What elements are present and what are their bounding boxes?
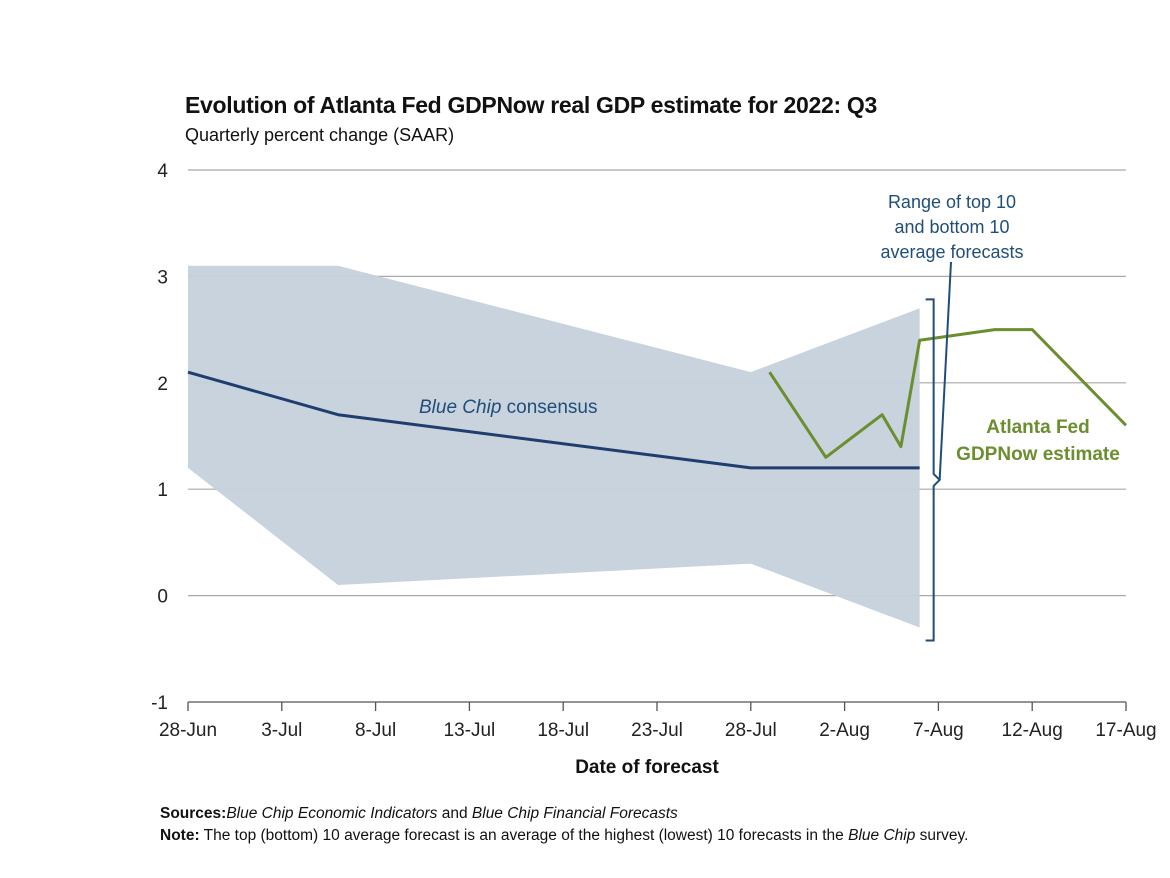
blue-chip-label-rest: consensus [501,397,597,418]
x-tick-label: 18-Jul [537,720,589,741]
note-end: survey. [915,827,969,844]
sources-line: Sources:Blue Chip Economic Indicators an… [160,803,968,825]
note-italic: Blue Chip [848,827,916,844]
chart-subtitle: Quarterly percent change (SAAR) [185,125,455,145]
x-axis-label: Date of forecast [575,757,719,778]
x-tick-label: 13-Jul [444,720,496,741]
x-tick-label: 28-Jun [159,720,217,741]
y-tick-label: 1 [157,480,168,501]
sources-title-1: Blue Chip Economic Indicators [226,805,438,822]
range-label-line: Range of top 10 [888,192,1016,212]
y-tick-label: 0 [157,587,168,608]
series-line-blue-chip [187,370,920,470]
x-tick-label: 12-Aug [1002,720,1063,741]
range-bracket [925,298,942,642]
range-label-line: average forecasts [880,242,1023,262]
gdpnow-label-line: Atlanta Fed [986,417,1089,438]
y-tick-label: 4 [157,161,168,182]
blue-chip-label: Blue Chip consensus [419,397,598,418]
sources-title-2: Blue Chip Financial Forecasts [471,805,678,822]
range-leader-line [938,261,952,480]
chart-title: Evolution of Atlanta Fed GDPNow real GDP… [185,92,877,118]
range-band [188,265,920,628]
y-tick-label: 2 [157,374,168,395]
y-tick-label: -1 [151,693,168,714]
x-tick-label: 8-Jul [355,720,396,741]
x-tick-label: 2-Aug [819,720,870,741]
y-tick-label: 3 [157,267,168,288]
note-line: Note: The top (bottom) 10 average foreca… [160,825,968,847]
x-tick-label: 28-Jul [725,720,777,741]
series-line-gdpnow [768,328,1128,459]
x-tick-label: 7-Aug [913,720,964,741]
x-tick-label: 3-Jul [261,720,302,741]
gdpnow-label-line: GDPNow estimate [956,444,1120,465]
axes: 4 3 2 1 0 -1 28-Jun 3-Jul 8-Jul 13-Jul 18-Jul 23-Ju… [151,161,1157,778]
note-label: Note: [160,827,200,844]
chart-notes: Sources:Blue Chip Economic Indicators an… [160,803,968,847]
x-tick-label: 17-Aug [1095,720,1156,741]
note-text: The top (bottom) 10 average forecast is … [199,827,849,844]
blue-chip-label-italic: Blue Chip [419,397,501,418]
gdp-chart: 4 3 2 1 0 -1 28-Jun 3-Jul 8-Jul 13-Jul 18-Jul 23-Ju… [151,161,1157,778]
x-tick-label: 23-Jul [631,720,683,741]
range-label-line: and bottom 10 [894,217,1009,237]
range-band-layer [188,265,920,628]
series-lines [187,328,1128,470]
sources-connector: and [437,805,472,822]
annotations: Range of top 10 and bottom 10 average fore… [419,192,1120,642]
sources-label: Sources: [160,805,227,822]
